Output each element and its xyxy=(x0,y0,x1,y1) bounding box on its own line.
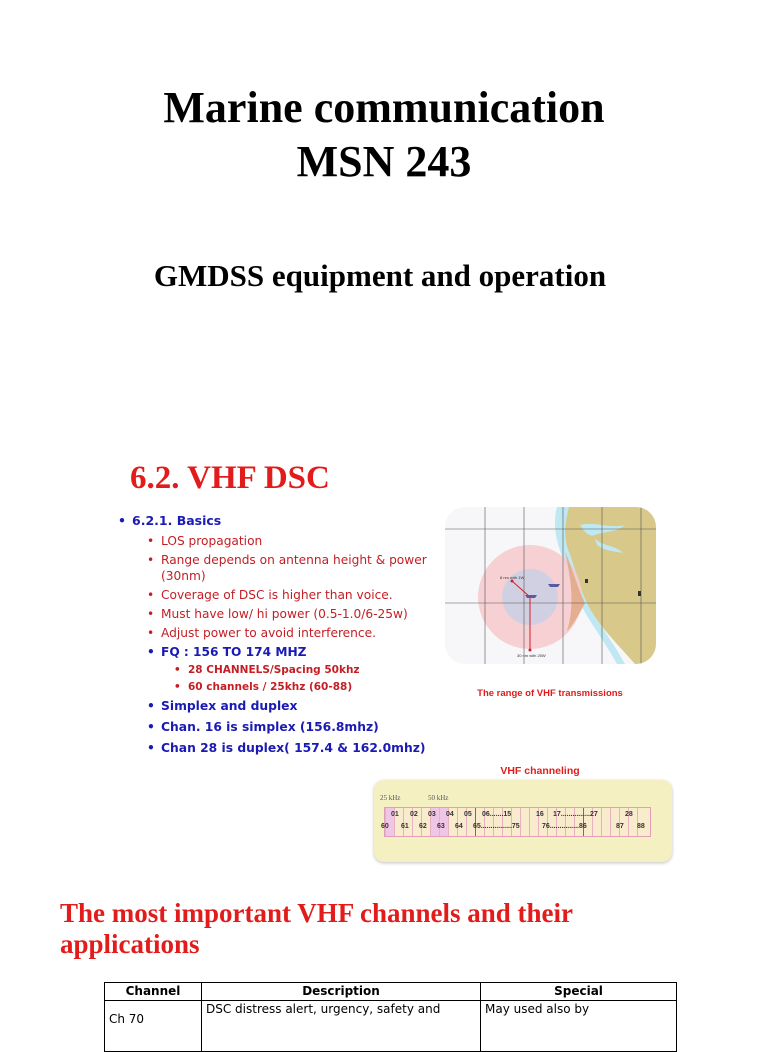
bullet-sub: 28 CHANNELS/Spacing 50khz xyxy=(174,663,428,677)
vhf-range-map: 8 nm with 1W 30 nm with 25W xyxy=(445,507,656,664)
header-description: Description xyxy=(201,982,481,1001)
vhf-channeling-diagram: 25 kHz 50 kHz 01 02 03 04 05 06.......15… xyxy=(374,780,672,862)
bullet-tail: Simplex and duplex xyxy=(147,698,428,715)
channel-strip: 01 02 03 04 05 06.......15 16 17........… xyxy=(381,807,651,837)
svg-text:8 nm with 1W: 8 nm with 1W xyxy=(500,575,524,580)
bullet-basics: 6.2.1. Basics xyxy=(118,512,428,530)
bullet-tail: Chan 28 is duplex( 157.4 & 162.0mhz) xyxy=(147,740,428,757)
page-subtitle: GMDSS equipment and operation xyxy=(153,258,607,293)
bullet-sub: 60 channels / 25khz (60-88) xyxy=(174,680,428,694)
bullet-fq: FQ : 156 TO 174 MHZ xyxy=(147,644,428,660)
table-header-row: Channel Description Special xyxy=(104,982,677,1001)
map-caption: The range of VHF transmissions xyxy=(477,688,623,699)
header-channel: Channel xyxy=(104,982,202,1001)
bullet-item: Must have low/ hi power (0.5-1.0/6-25w) xyxy=(147,606,428,622)
channels-section-title: The most important VHF channels and thei… xyxy=(60,898,573,959)
cell-description: DSC distress alert, urgency, safety and xyxy=(201,1000,481,1052)
bullet-list: 6.2.1. Basics LOS propagation Range depe… xyxy=(118,512,428,757)
svg-text:30 nm with 25W: 30 nm with 25W xyxy=(517,653,546,658)
cell-special: May used also by xyxy=(480,1000,677,1052)
section-title: 6.2. VHF DSC xyxy=(130,460,330,496)
channels-table: Channel Description Special Ch 70 DSC di… xyxy=(104,982,677,1052)
map-graphic: 8 nm with 1W 30 nm with 25W xyxy=(445,507,656,664)
channeling-caption: VHF channeling xyxy=(500,765,580,777)
bullet-item: Coverage of DSC is higher than voice. xyxy=(147,587,428,603)
bullet-item: Adjust power to avoid interference. xyxy=(147,625,428,641)
page-title-line1: Marine communication xyxy=(163,83,605,132)
bullet-item: LOS propagation xyxy=(147,533,428,549)
label-50khz: 50 kHz xyxy=(428,794,449,802)
bullet-item: Range depends on antenna height & power … xyxy=(147,552,428,584)
highlight-25khz xyxy=(385,808,395,836)
bullet-tail: Chan. 16 is simplex (156.8mhz) xyxy=(147,719,428,736)
page-title-line2: MSN 243 xyxy=(296,137,472,186)
header-special: Special xyxy=(480,982,677,1001)
label-25khz: 25 kHz xyxy=(380,794,401,802)
table-row: Ch 70 DSC distress alert, urgency, safet… xyxy=(104,1000,677,1052)
cell-channel: Ch 70 xyxy=(104,1000,202,1052)
